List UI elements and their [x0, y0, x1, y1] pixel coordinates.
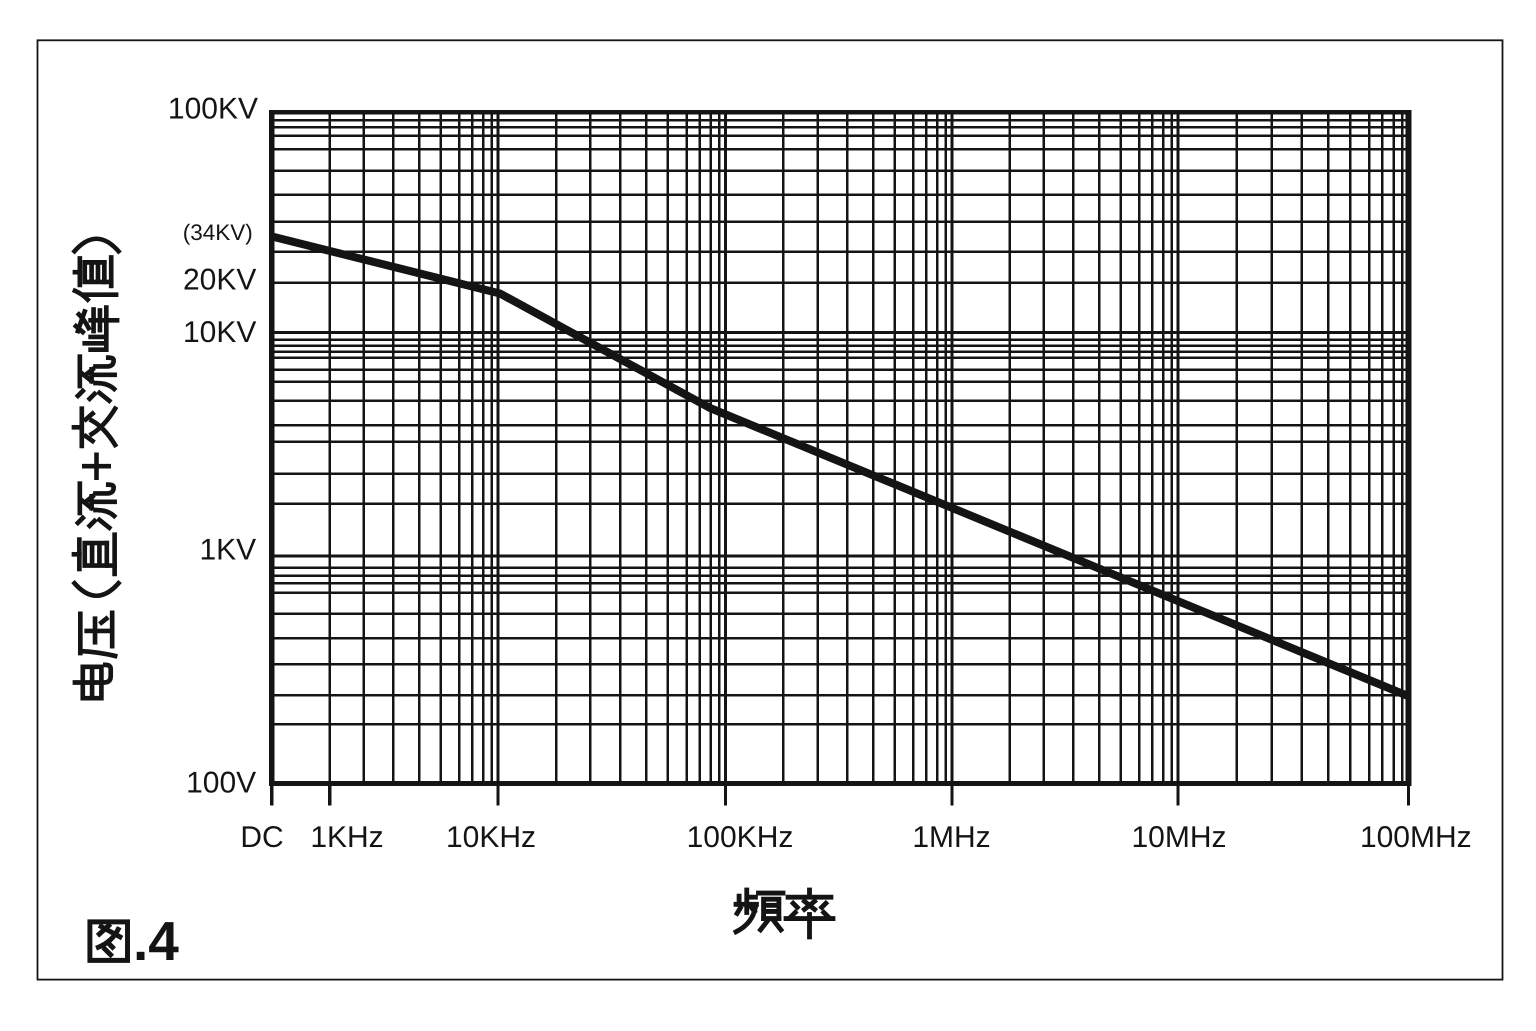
svg-text:10KV: 10KV	[183, 316, 256, 349]
svg-text:10KHz: 10KHz	[446, 821, 536, 854]
svg-text:20KV: 20KV	[183, 264, 256, 297]
svg-text:10MHz: 10MHz	[1131, 821, 1226, 854]
svg-text:.4: .4	[133, 910, 179, 972]
svg-text:(34KV): (34KV)	[183, 220, 253, 245]
svg-text:1KHz: 1KHz	[310, 821, 383, 854]
svg-text:100KV: 100KV	[168, 93, 258, 126]
svg-text:1KV: 1KV	[199, 533, 256, 566]
svg-text:100KHz: 100KHz	[687, 821, 794, 854]
svg-text:1MHz: 1MHz	[912, 821, 990, 854]
svg-text:100V: 100V	[186, 767, 256, 800]
svg-text:DC: DC	[240, 821, 283, 854]
svg-text:100MHz: 100MHz	[1360, 821, 1472, 854]
